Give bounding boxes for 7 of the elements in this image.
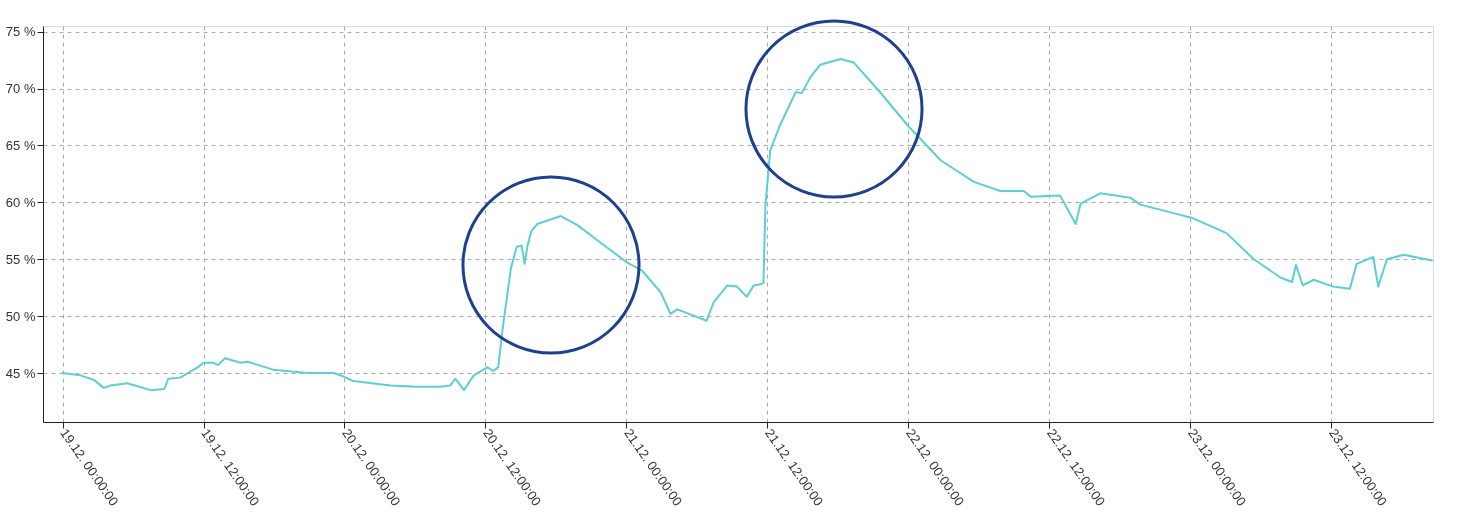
y-tick-label: 60 %: [5, 194, 36, 210]
y-tick-label: 65 %: [5, 137, 36, 153]
y-tick-label: 55 %: [5, 251, 36, 267]
y-tick-label: 75 %: [5, 24, 36, 40]
y-tick-label: 45 %: [5, 365, 36, 381]
y-tick-label: 70 %: [5, 81, 36, 97]
y-tick-label: 50 %: [5, 308, 36, 324]
